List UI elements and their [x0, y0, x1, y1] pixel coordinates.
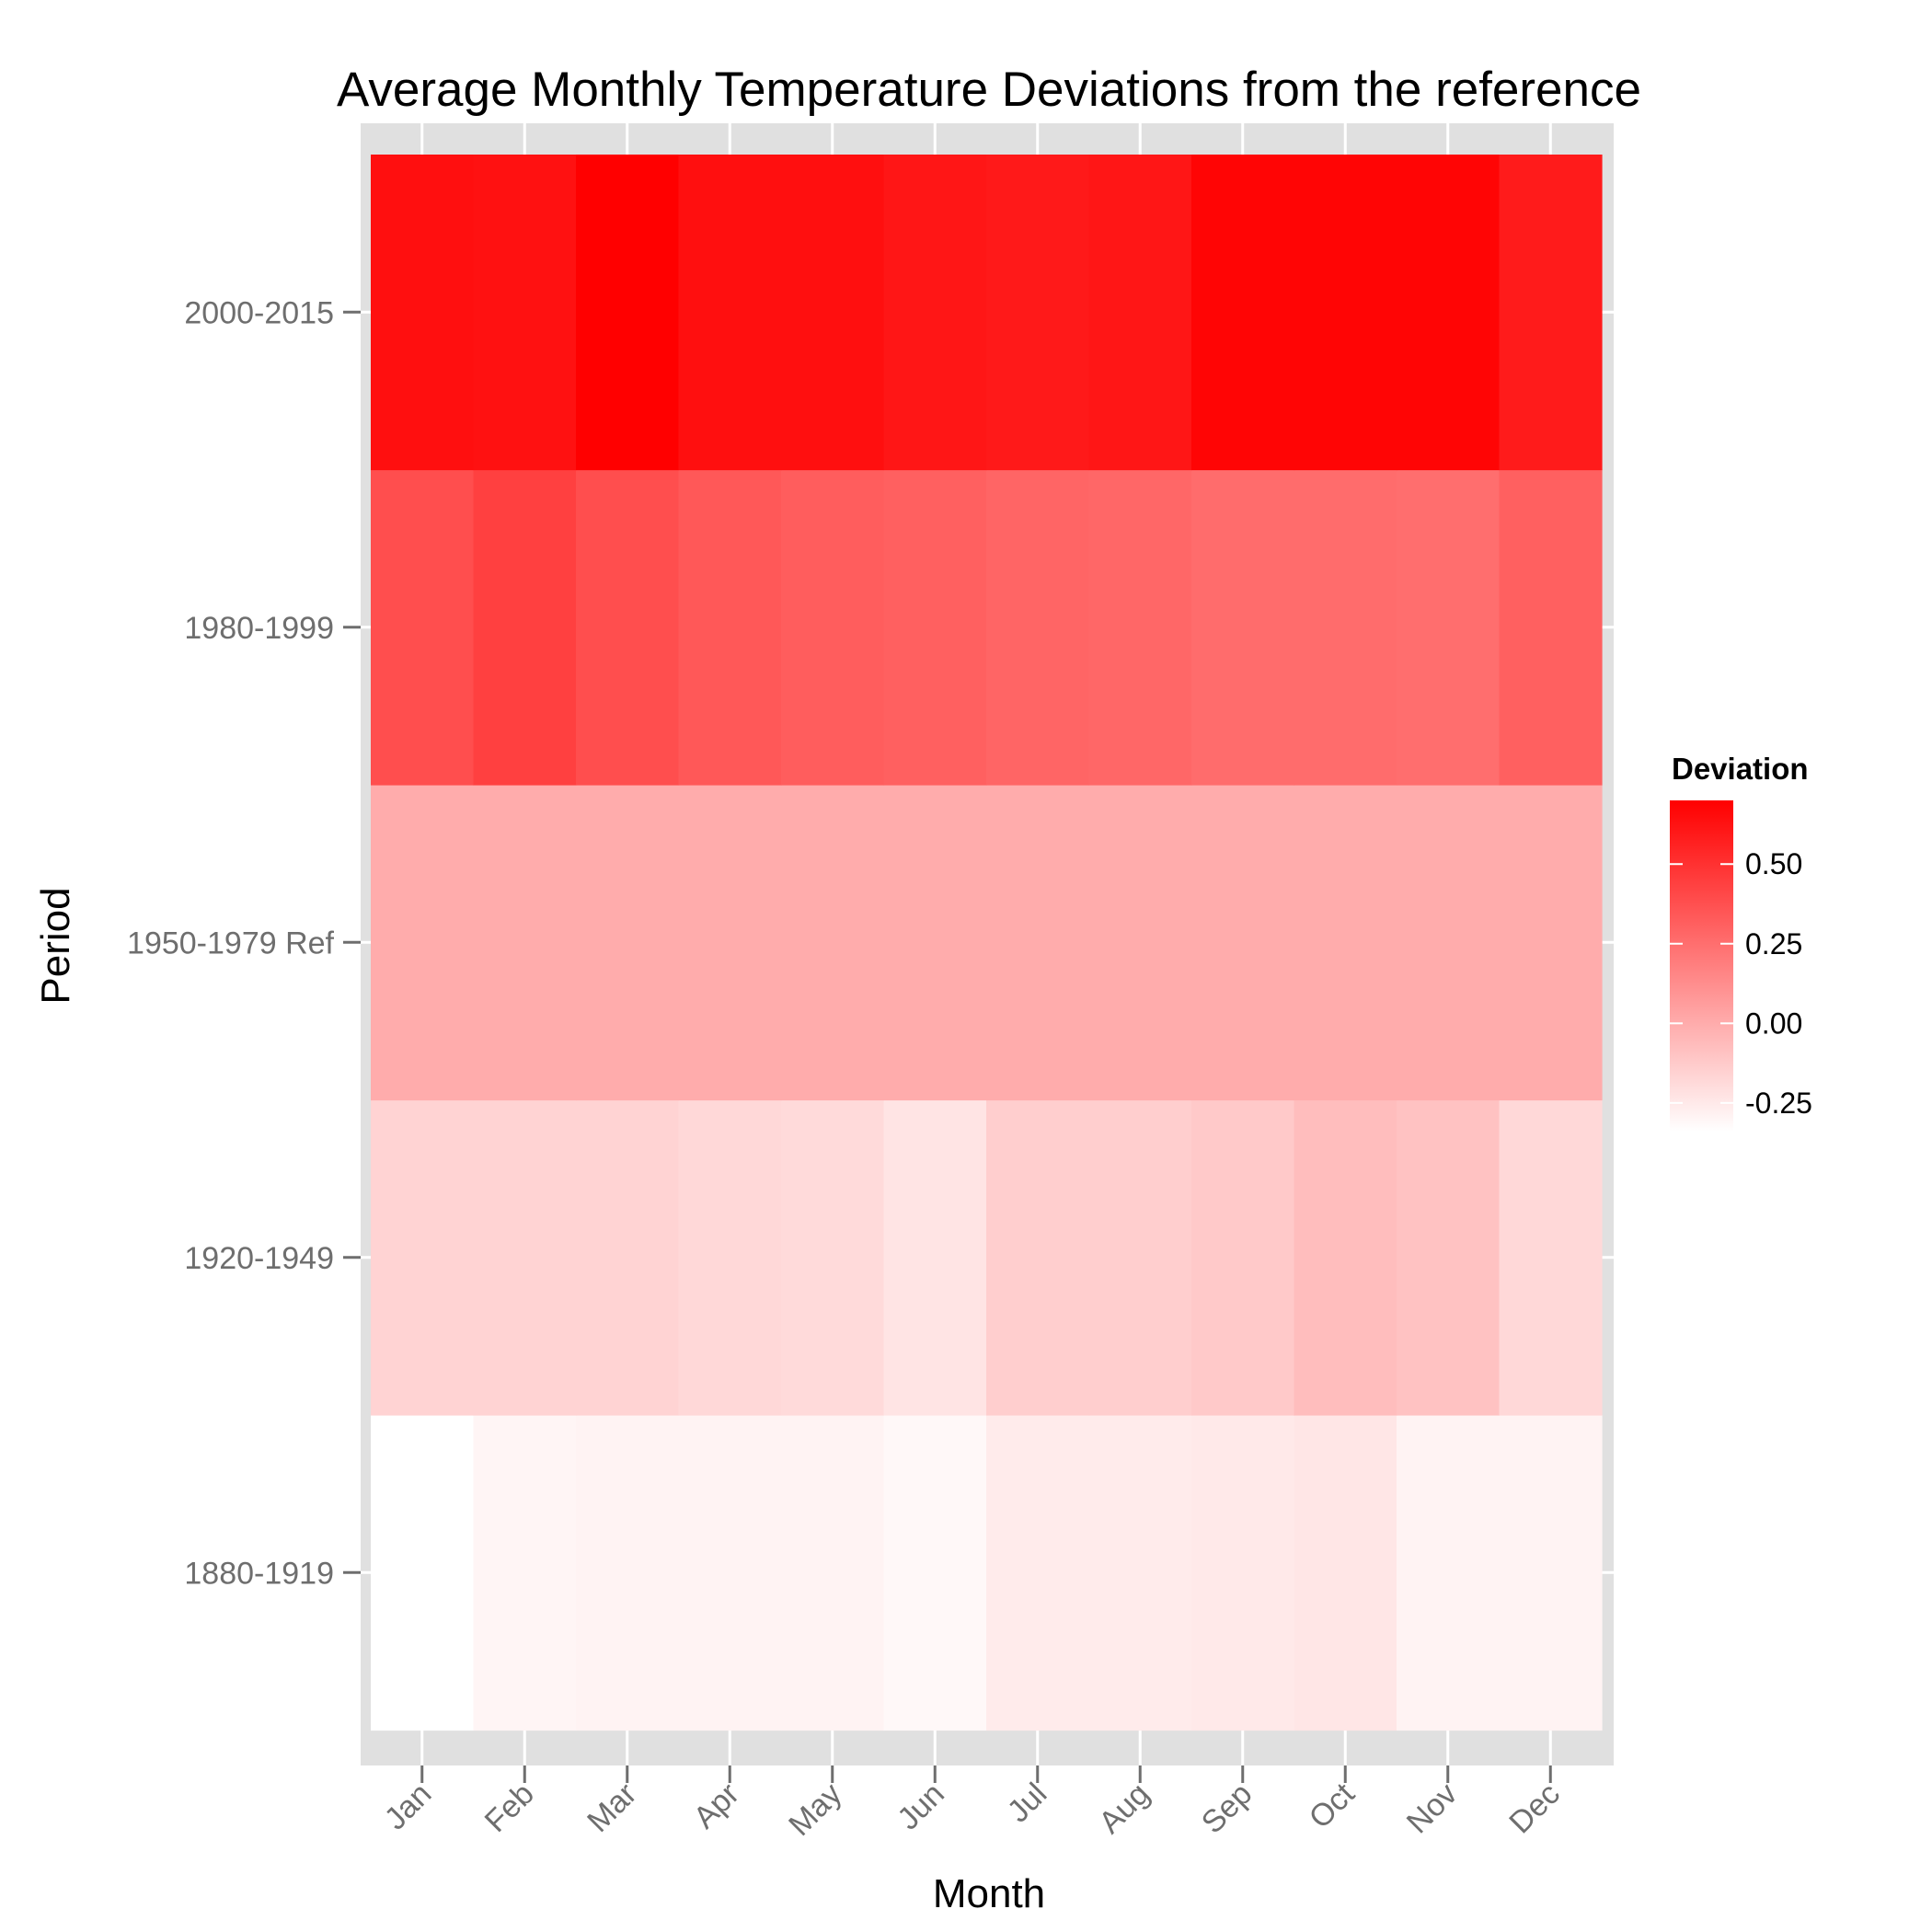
heatmap-cell [1294, 155, 1397, 471]
heatmap-cell [1191, 1099, 1295, 1416]
x-tick-label: Aug [1092, 1777, 1156, 1841]
heatmap-cell [883, 1415, 987, 1731]
heatmap-cell [1191, 155, 1295, 471]
heatmap-cell [473, 1415, 577, 1731]
legend-title: Deviation [1672, 752, 1809, 786]
x-tick-label: May [782, 1777, 848, 1843]
heatmap-cell [576, 469, 680, 786]
heatmap-cell [576, 785, 680, 1101]
legend-ticks: 0.50 0.25 0.00 -0.25 [1670, 847, 1812, 1120]
heatmap-cell [883, 155, 987, 471]
heatmap-cell [371, 469, 475, 786]
heatmap-cell [371, 1099, 475, 1416]
heatmap-cell [1397, 785, 1501, 1101]
heatmap-cell [1191, 1415, 1295, 1731]
heatmap-cell [1397, 1099, 1501, 1416]
y-tick-label: 1880-1919 [184, 1556, 334, 1591]
heatmap-cell [576, 155, 680, 471]
heatmap-cell [986, 785, 1090, 1101]
x-tick-label: Feb [478, 1777, 541, 1839]
heatmap-cell [883, 1099, 987, 1416]
heatmap-cell [1499, 1415, 1603, 1731]
heatmap-cell [1088, 1099, 1192, 1416]
legend-tick-label: 0.00 [1745, 1006, 1802, 1040]
heatmap-cell [1397, 469, 1501, 786]
heatmap-cell [986, 155, 1090, 471]
heatmap-cell [1499, 785, 1603, 1101]
chart-title: Average Monthly Temperature Deviations f… [337, 63, 1641, 117]
heatmap-cell [678, 785, 782, 1101]
heatmap-cell [1088, 785, 1192, 1101]
heatmap-cell [1499, 1099, 1603, 1416]
heatmap-cell [781, 1099, 885, 1416]
heatmap-cell [781, 155, 885, 471]
legend-tick-label: 0.25 [1745, 927, 1802, 960]
heatmap-cell [371, 785, 475, 1101]
x-axis: Jan Feb Mar Apr May Jun Jul Aug Sep Oct Nov Dec [378, 1765, 1567, 1843]
legend-tick-label: 0.50 [1745, 847, 1802, 880]
heatmap-cell [1397, 155, 1501, 471]
heatmap-cell [1294, 1099, 1397, 1416]
heatmap-cell [781, 469, 885, 786]
y-tick-label: 1980-1999 [184, 611, 334, 646]
heatmap-cell [883, 469, 987, 786]
x-tick-label: Jul [1001, 1777, 1054, 1830]
heatmap-cell [1191, 785, 1295, 1101]
heatmap-cells [371, 155, 1603, 1731]
heatmap-cell [473, 1099, 577, 1416]
heatmap-cell [371, 155, 475, 471]
heatmap-cell [1499, 469, 1603, 786]
x-tick-label: Dec [1502, 1777, 1567, 1841]
heatmap-cell [576, 1099, 680, 1416]
heatmap-cell [883, 785, 987, 1101]
heatmap-cell [986, 1099, 1090, 1416]
x-tick-label: Jan [378, 1777, 439, 1837]
heatmap-cell [781, 785, 885, 1101]
x-tick-label: Sep [1195, 1777, 1259, 1841]
heatmap-cell [1088, 469, 1192, 786]
y-tick-label: 2000-2015 [184, 295, 334, 330]
legend: Deviation 0.50 0.25 0.00 -0.25 [1670, 752, 1812, 1132]
y-axis: 1880-1919 1920-1949 1950-1979 Ref 1980-1999… [127, 295, 361, 1591]
heatmap-cell [473, 155, 577, 471]
y-axis-title: Period [33, 887, 78, 1004]
heatmap-cell [1088, 155, 1192, 471]
x-tick-label: Oct [1303, 1776, 1363, 1835]
heatmap-cell [678, 1099, 782, 1416]
heatmap-cell [678, 469, 782, 786]
x-tick-label: Apr [687, 1777, 746, 1835]
heatmap-cell [1294, 785, 1397, 1101]
heatmap-cell [576, 1415, 680, 1731]
heatmap-cell [473, 785, 577, 1101]
legend-tick-label: -0.25 [1745, 1087, 1812, 1120]
y-tick-label: 1950-1979 Ref [127, 926, 335, 960]
x-tick-label: Nov [1400, 1777, 1465, 1841]
heatmap-cell [371, 1415, 475, 1731]
heatmap-cell [1191, 469, 1295, 786]
y-tick-label: 1920-1949 [184, 1241, 334, 1276]
x-axis-title: Month [933, 1871, 1045, 1916]
heatmap-cell [1294, 1415, 1397, 1731]
heatmap-cell [1294, 469, 1397, 786]
heatmap-cell [1499, 155, 1603, 471]
heatmap-cell [986, 1415, 1090, 1731]
heatmap-cell [678, 155, 782, 471]
legend-colorbar [1670, 800, 1733, 1132]
x-tick-label: Mar [581, 1777, 643, 1839]
heatmap-cell [473, 469, 577, 786]
heatmap-cell [678, 1415, 782, 1731]
x-tick-label: Jun [891, 1777, 951, 1837]
heatmap-cell [1088, 1415, 1192, 1731]
heatmap-cell [781, 1415, 885, 1731]
heatmap-cell [986, 469, 1090, 786]
heatmap-cell [1397, 1415, 1501, 1731]
